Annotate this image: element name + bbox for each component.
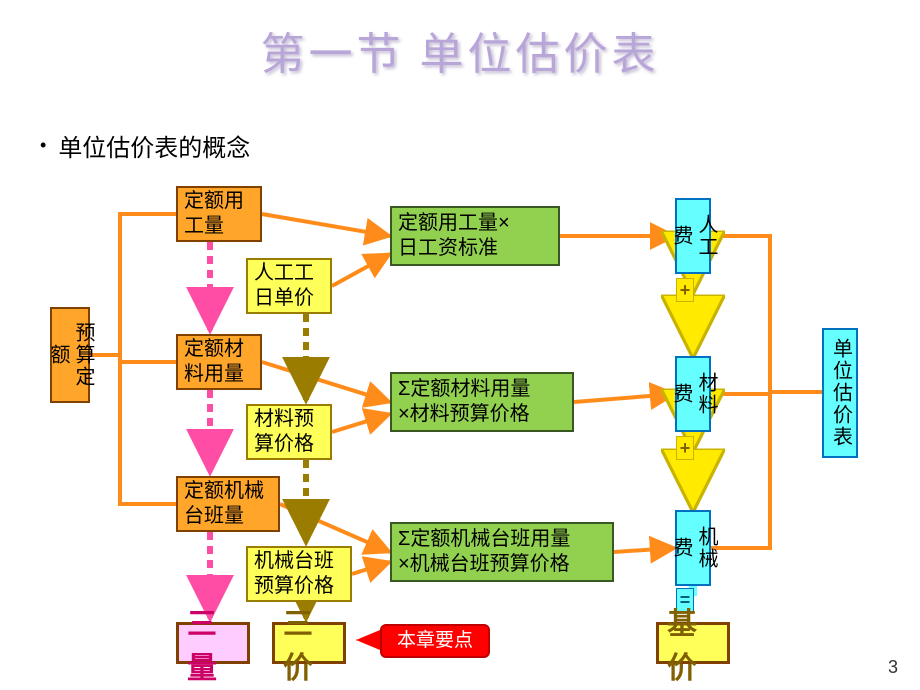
- bullet-dot-icon: •: [40, 135, 46, 156]
- node-n_fee2: 材料费: [675, 356, 711, 432]
- node-n_budget: 预算定额: [50, 307, 90, 403]
- node-n_mat_p: 材料预算价格: [246, 404, 332, 460]
- node-n_mat_q: 定额材料用量: [176, 334, 262, 390]
- title-text: 第一节 单位估价表: [261, 30, 660, 79]
- node-n_calc2: Σ定额材料用量×材料预算价格: [390, 372, 574, 432]
- bullet-text: 单位估价表的概念: [58, 128, 250, 163]
- node-n_unit: 单位估价表: [822, 328, 858, 458]
- node-n_calc3: Σ定额机械台班用量×机械台班预算价格: [390, 522, 614, 582]
- connector-lines: [0, 0, 920, 690]
- node-n_mach_q: 定额机械台班量: [176, 476, 280, 532]
- op-plus1: +: [676, 278, 694, 302]
- node-n_fee1: 人工费: [675, 198, 711, 274]
- node-n_labor_p: 人工工日单价: [246, 258, 332, 314]
- node-n_mach_p: 机械台班预算价格: [246, 546, 352, 602]
- bottom-b_sanliang: 三量: [176, 622, 250, 664]
- page-number: 3: [888, 657, 898, 678]
- bottom-b_jijia: 基价: [656, 622, 730, 664]
- node-n_labor_q: 定额用工量: [176, 186, 262, 242]
- op-plus2: +: [676, 436, 694, 460]
- concept-bullet: • 单位估价表的概念: [40, 128, 250, 163]
- node-n_keypoint: 本章要点: [380, 624, 490, 658]
- page-title: 第一节 单位估价表: [0, 18, 920, 82]
- node-n_calc1: 定额用工量×日工资标准: [390, 206, 560, 266]
- node-n_fee3: 机械费: [675, 510, 711, 586]
- bottom-b_sanjia: 三价: [272, 622, 346, 664]
